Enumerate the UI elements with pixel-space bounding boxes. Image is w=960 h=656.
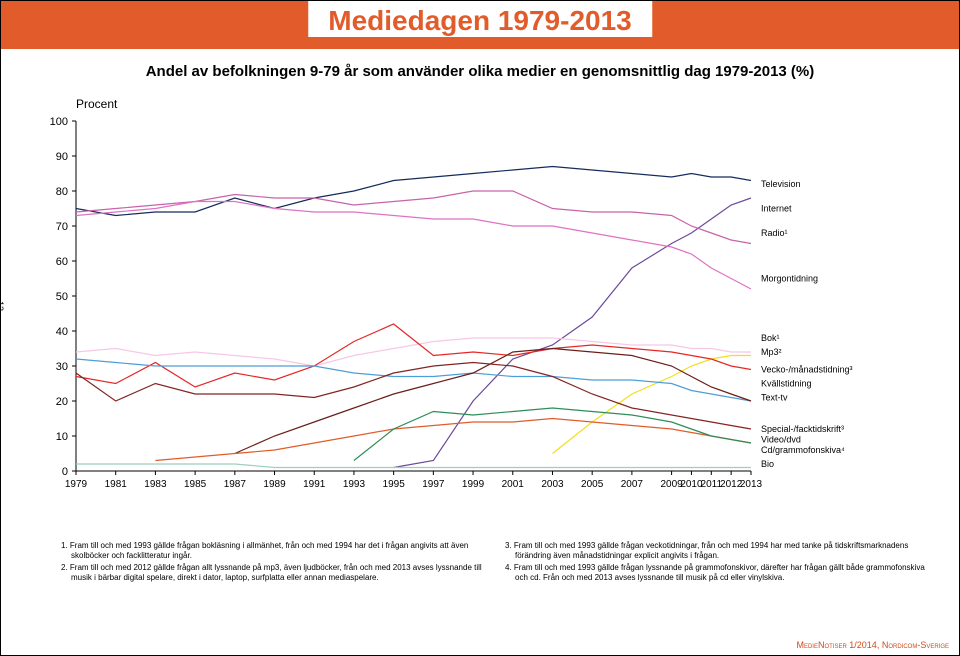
svg-text:2003: 2003: [541, 479, 564, 490]
footnotes-left: 1. Fram till och med 1993 gällde frågan …: [61, 541, 485, 585]
svg-text:Bio: Bio: [761, 459, 774, 469]
svg-text:2007: 2007: [621, 479, 644, 490]
svg-text:Cd/grammofonskiva⁴: Cd/grammofonskiva⁴: [761, 445, 845, 455]
svg-text:0: 0: [62, 466, 68, 478]
svg-text:Video/dvd: Video/dvd: [761, 435, 801, 445]
svg-text:1989: 1989: [263, 479, 286, 490]
svg-text:1985: 1985: [184, 479, 207, 490]
chart-subtitle: Andel av befolkningen 9-79 år som använd…: [1, 63, 959, 80]
svg-text:1993: 1993: [343, 479, 366, 490]
y-axis-title: Procent: [76, 97, 117, 111]
chart-svg: 0 10 20 30 40 50 60 70 80 90 100 1979 1981 1983 1985 19…: [41, 111, 861, 511]
svg-text:1997: 1997: [422, 479, 445, 490]
footnote: 3. Fram till och med 1993 gällde frågan …: [505, 541, 929, 561]
svg-text:2001: 2001: [502, 479, 525, 490]
svg-text:40: 40: [56, 326, 68, 338]
footnote: 2. Fram till och med 2012 gällde frågan …: [61, 563, 485, 583]
footnotes-right: 3. Fram till och med 1993 gällde frågan …: [505, 541, 929, 585]
svg-text:10: 10: [56, 431, 68, 443]
credit-text: MedieNotiser 1/2014, Nordicom-Sverige: [796, 640, 949, 650]
svg-text:Bok¹: Bok¹: [761, 333, 780, 343]
header-bar: Mediedagen 1979-2013: [1, 1, 959, 49]
svg-text:100: 100: [50, 116, 68, 128]
svg-text:Vecko-/månadstidning³: Vecko-/månadstidning³: [761, 365, 853, 375]
svg-text:1979: 1979: [65, 479, 88, 490]
svg-text:2005: 2005: [581, 479, 604, 490]
svg-text:Mp3²: Mp3²: [761, 347, 782, 357]
svg-text:50: 50: [56, 291, 68, 303]
svg-text:Morgontidning: Morgontidning: [761, 274, 818, 284]
svg-text:1987: 1987: [224, 479, 247, 490]
svg-text:Special-/facktidskrift³: Special-/facktidskrift³: [761, 424, 844, 434]
svg-text:70: 70: [56, 221, 68, 233]
svg-text:2013: 2013: [740, 479, 763, 490]
svg-text:1991: 1991: [303, 479, 326, 490]
svg-text:60: 60: [56, 256, 68, 268]
svg-text:90: 90: [56, 151, 68, 163]
line-chart: 0 10 20 30 40 50 60 70 80 90 100 1979 1981 1983 1985 19…: [41, 111, 861, 511]
page-root: Mediedagen 1979-2013 Andel av befolkning…: [0, 0, 960, 656]
footnotes: 1. Fram till och med 1993 gällde frågan …: [61, 541, 929, 585]
svg-text:Internet: Internet: [761, 204, 792, 214]
svg-text:1981: 1981: [105, 479, 128, 490]
page-title: Mediedagen 1979-2013: [308, 1, 652, 37]
footnote: 1. Fram till och med 1993 gällde frågan …: [61, 541, 485, 561]
bottom-credit: MedieNotiser 1/2014, Nordicom-Sverige: [796, 640, 949, 650]
svg-text:Kvällstidning: Kvällstidning: [761, 379, 812, 389]
page-number: 12: [0, 301, 5, 311]
svg-text:Radio¹: Radio¹: [761, 228, 788, 238]
svg-text:20: 20: [56, 396, 68, 408]
svg-text:30: 30: [56, 361, 68, 373]
svg-text:Text-tv: Text-tv: [761, 393, 788, 403]
svg-text:1999: 1999: [462, 479, 485, 490]
footnote: 4. Fram till och med 1993 gällde frågan …: [505, 563, 929, 583]
svg-text:1983: 1983: [144, 479, 167, 490]
svg-text:Television: Television: [761, 179, 801, 189]
svg-text:80: 80: [56, 186, 68, 198]
svg-text:1995: 1995: [383, 479, 406, 490]
